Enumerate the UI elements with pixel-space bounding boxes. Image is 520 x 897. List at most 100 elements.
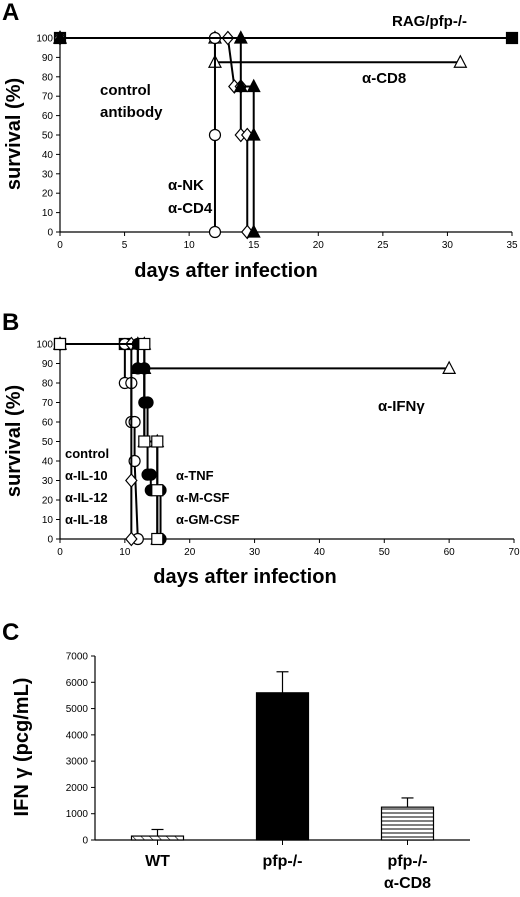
data-point (125, 531, 138, 547)
annotation-control: control (100, 82, 151, 99)
x-tick-label: 5 (122, 240, 128, 251)
y-tick-label: 80 (42, 379, 54, 390)
x-tick-label: 30 (442, 240, 454, 251)
y-tick-label: 1000 (66, 809, 89, 820)
y-tick-label: 20 (42, 496, 54, 507)
x-tick-label: 25 (377, 240, 389, 251)
annotation-tnf: α-TNF (176, 468, 214, 483)
y-tick-label: 0 (47, 535, 53, 546)
y-tick-label: 20 (42, 189, 54, 200)
y-tick-label: 50 (42, 131, 54, 142)
annotation-mcsf: α-M-CSF (176, 490, 230, 505)
annotation-antibody: antibody (100, 104, 163, 121)
panel-label-a: A (2, 0, 19, 26)
y-tick-label: 30 (42, 476, 54, 487)
y-tick-label: 60 (42, 418, 54, 429)
y-tick-label: 4000 (66, 730, 89, 741)
panel-a: A 0 5 10 15 20 25 30 35 0 10 20 30 40 50 60 70 80 90 100 d… (2, 0, 519, 282)
y-tick-label: 5000 (66, 704, 89, 715)
x-tick-label: 40 (314, 547, 326, 558)
data-point (453, 54, 468, 68)
x-tick-label: 15 (248, 240, 260, 251)
annotation-ifng: α-IFNγ (378, 398, 425, 415)
bar (255, 692, 310, 841)
data-point (53, 337, 67, 351)
x-tick-label: 50 (379, 547, 391, 558)
panel-label-b: B (2, 309, 19, 336)
y-tick-label: 0 (47, 228, 53, 239)
y-tick-label: 70 (42, 92, 54, 103)
series-line (60, 343, 139, 540)
annotation-il12: α-IL-12 (65, 490, 108, 505)
annotation-control-b: control (65, 446, 109, 461)
panel-c: C 0 1000 2000 3000 4000 5000 6000 7000 WT pfp-/- p… (2, 619, 470, 892)
y-tick-label: 90 (42, 53, 54, 64)
data-point (53, 30, 67, 44)
x-tick-label: 0 (57, 547, 63, 558)
data-point (233, 30, 248, 44)
data-point (151, 484, 164, 497)
x-tick-label: 60 (444, 547, 456, 558)
annotation-cd8: α-CD8 (362, 70, 406, 87)
annotation-gmcsf: α-GM-CSF (176, 512, 240, 527)
data-point (208, 128, 222, 142)
y-tick-label: 0 (82, 836, 88, 847)
x-tick-label: 10 (184, 240, 196, 251)
y-tick-label: 100 (36, 340, 53, 351)
y-tick-label: 90 (42, 359, 54, 370)
data-point (246, 127, 261, 141)
series-a-1 (53, 30, 468, 68)
y-axis-label-b: survival (%) (3, 385, 25, 497)
y-tick-label: 80 (42, 72, 54, 83)
series-line (60, 343, 133, 539)
data-point (144, 468, 157, 481)
x-tick-label: 70 (508, 547, 520, 558)
panel-label-c: C (2, 619, 19, 646)
data-point (151, 532, 164, 546)
y-tick-label: 40 (42, 457, 54, 468)
annotation-il10: α-IL-10 (65, 468, 108, 483)
series-a-4 (53, 30, 261, 238)
x-tick-label: 20 (313, 240, 325, 251)
data-point (246, 224, 261, 238)
y-axis-label-c: IFN γ (pcg/mL) (11, 678, 33, 817)
data-point (208, 225, 222, 239)
y-axis-label-a: survival (%) (3, 78, 25, 190)
data-point (138, 337, 151, 351)
category-label: α-CD8 (384, 875, 431, 892)
series-line (60, 343, 450, 370)
panel-b: B 0 10 20 30 40 50 60 700102030405060708090100 … (2, 309, 520, 588)
y-tick-label: 30 (42, 169, 54, 180)
y-tick-label: 7000 (66, 652, 89, 663)
y-tick-label: 100 (36, 34, 53, 45)
series-b-6 (53, 337, 164, 546)
series-b-1 (53, 336, 457, 374)
y-tick-label: 70 (42, 398, 54, 409)
category-label: pfp-/- (263, 853, 303, 870)
y-tick-label: 2000 (66, 783, 89, 794)
x-tick-label: 30 (249, 547, 261, 558)
x-tick-label: 0 (57, 240, 63, 251)
y-tick-label: 6000 (66, 678, 89, 689)
y-tick-label: 3000 (66, 757, 89, 768)
data-point (125, 473, 138, 488)
annotation-il18: α-IL-18 (65, 512, 108, 527)
x-tick-label: 20 (184, 547, 196, 558)
data-point (246, 78, 261, 93)
annotation-cd4: α-CD4 (168, 200, 213, 217)
data-point (138, 435, 151, 448)
x-tick-label: 35 (506, 240, 518, 251)
annotation-rag: RAG/pfp-/- (392, 13, 467, 30)
y-tick-label: 10 (42, 515, 54, 526)
category-label: WT (145, 853, 170, 870)
series-line (60, 343, 159, 539)
bar (380, 806, 435, 841)
y-tick-label: 40 (42, 150, 54, 161)
bar (130, 835, 185, 841)
x-tick-label: 10 (119, 547, 131, 558)
data-point (505, 31, 519, 45)
data-point (442, 360, 457, 374)
x-axis-label-b: days after infection (153, 566, 336, 588)
x-axis-label-a: days after infection (134, 260, 317, 282)
